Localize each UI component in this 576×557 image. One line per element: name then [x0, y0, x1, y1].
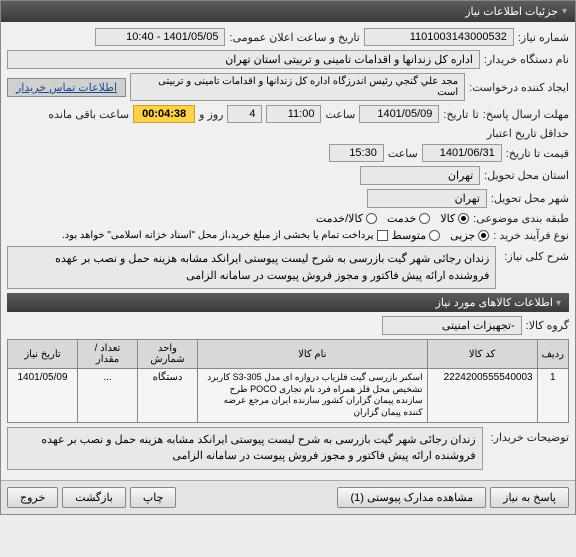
- buyer-label: نام دستگاه خریدار:: [484, 53, 569, 66]
- time-label-2: ساعت: [388, 147, 418, 160]
- cell-date: 1401/05/09: [8, 369, 78, 423]
- ta-label: تا: [472, 108, 478, 121]
- subject-radio-group: کالا خدمت کالا/خدمت: [316, 212, 469, 225]
- col-qty: تعداد / مقدار: [78, 340, 138, 369]
- time-label-1: ساعت: [325, 108, 355, 121]
- radio-goods-label: کالا: [440, 212, 455, 225]
- collapse-icon[interactable]: ▾: [562, 6, 567, 17]
- attachments-button[interactable]: مشاهده مدارک پیوستی (1): [337, 487, 486, 508]
- buyer-note-label: توضیحات خریدار:: [491, 427, 569, 444]
- creator-field: مجد علي گنجي رئيس اندرزگاه اداره کل زندا…: [130, 73, 465, 101]
- col-unit: واحد شمارش: [138, 340, 198, 369]
- radio-partial-label: جزیی: [450, 229, 475, 242]
- collapse-icon[interactable]: ▾: [556, 298, 561, 309]
- exit-button[interactable]: خروج: [7, 487, 58, 508]
- window-title: جزئیات اطلاعات نیاز: [465, 5, 558, 18]
- checkbox-icon: [377, 230, 388, 241]
- radio-dot-icon: [366, 213, 377, 224]
- radio-service-label: خدمت: [387, 212, 416, 225]
- radio-service[interactable]: خدمت: [387, 212, 430, 225]
- radio-both-label: کالا/خدمت: [316, 212, 363, 225]
- deadline-time-field: 11:00: [266, 105, 321, 123]
- radio-partial[interactable]: جزیی: [450, 229, 489, 242]
- day-label: روز و: [199, 108, 223, 121]
- need-no-field: 1101003143000532: [364, 28, 514, 46]
- dest-city-label: شهر محل تحویل:: [491, 192, 569, 205]
- process-radio-group: جزیی متوسط: [392, 229, 490, 242]
- group-field: -تجهیزات امنیتی: [382, 316, 522, 335]
- cell-unit: دستگاه: [138, 369, 198, 423]
- titlebar: ▾ جزئیات اطلاعات نیاز: [1, 1, 575, 22]
- general-desc-field: زندان رجائی شهر گیت بازرسی به شرح لیست پ…: [7, 246, 496, 289]
- valid-label-2: قیمت تا تاریخ:: [506, 147, 569, 160]
- radio-medium[interactable]: متوسط: [392, 229, 441, 242]
- dest-city-field: تهران: [367, 189, 487, 208]
- deadline-date-field: 1401/05/09: [359, 105, 439, 123]
- cell-qty: ...: [78, 369, 138, 423]
- treasury-note: پرداخت تمام یا بخشی از مبلغ خرید،از محل …: [62, 230, 374, 241]
- remain-label: ساعت باقی مانده: [48, 108, 129, 121]
- process-type-label: نوع فرآیند خرید :: [493, 229, 569, 242]
- col-code: کد کالا: [427, 340, 537, 369]
- radio-dot-icon: [458, 213, 469, 224]
- items-table: ردیف کد کالا نام کالا واحد شمارش تعداد /…: [7, 339, 569, 423]
- days-field: 4: [227, 105, 262, 123]
- respond-button[interactable]: پاسخ به نیاز: [490, 487, 569, 508]
- valid-date-field: 1401/06/31: [422, 144, 502, 162]
- radio-dot-icon: [429, 230, 440, 241]
- subject-class-label: طبقه بندی موضوعی:: [473, 212, 569, 225]
- form-content: شماره نیاز: 1101003143000532 تاریخ و ساع…: [1, 22, 575, 480]
- buyer-note-field: زندان رجائی شهر گیت بازرسی به شرح لیست پ…: [7, 427, 483, 470]
- table-row[interactable]: 1 2224200555540003 اسکنر بازرسی گیت فلزی…: [8, 369, 569, 423]
- valid-label: حداقل تاریخ اعتبار: [487, 127, 569, 140]
- dest-province-field: تهران: [360, 166, 480, 185]
- group-label: گروه کالا:: [526, 319, 569, 332]
- deadline-label: مهلت ارسال پاسخ:: [483, 108, 569, 121]
- radio-medium-label: متوسط: [392, 229, 427, 242]
- cell-code: 2224200555540003: [427, 369, 537, 423]
- buyer-field: اداره کل زندانها و اقدامات تامینی و تربی…: [7, 50, 480, 69]
- countdown-badge: 00:04:38: [133, 105, 195, 123]
- radio-both[interactable]: کالا/خدمت: [316, 212, 377, 225]
- announce-field: 1401/05/05 - 10:40: [95, 28, 225, 46]
- date-label: تاریخ:: [443, 108, 468, 121]
- cell-name: اسکنر بازرسی گیت فلزیاب دروازه ای مدل 30…: [198, 369, 428, 423]
- print-button[interactable]: چاپ: [130, 487, 177, 508]
- treasury-checkbox[interactable]: پرداخت تمام یا بخشی از مبلغ خرید،از محل …: [62, 230, 388, 241]
- contact-button[interactable]: اطلاعات تماس خریدار: [7, 78, 126, 97]
- table-header-row: ردیف کد کالا نام کالا واحد شمارش تعداد /…: [8, 340, 569, 369]
- need-no-label: شماره نیاز:: [518, 31, 569, 44]
- radio-dot-icon: [419, 213, 430, 224]
- creator-label: ایجاد کننده درخواست:: [469, 81, 569, 94]
- details-window: ▾ جزئیات اطلاعات نیاز شماره نیاز: 110100…: [0, 0, 576, 515]
- announce-label: تاریخ و ساعت اعلان عمومی:: [229, 31, 359, 44]
- cell-idx: 1: [537, 369, 568, 423]
- col-row: ردیف: [537, 340, 568, 369]
- valid-time-field: 15:30: [329, 144, 384, 162]
- items-header-title: اطلاعات کالاهای مورد نیاز: [436, 297, 553, 309]
- col-name: نام کالا: [198, 340, 428, 369]
- items-section-header: ▾ اطلاعات کالاهای مورد نیاز: [7, 293, 569, 312]
- col-date: تاریخ نیاز: [8, 340, 78, 369]
- footer-bar: پاسخ به نیاز مشاهده مدارک پیوستی (1) چاپ…: [1, 480, 575, 514]
- general-desc-label: شرح کلی نیاز:: [504, 246, 569, 263]
- radio-goods[interactable]: کالا: [440, 212, 469, 225]
- radio-dot-icon: [478, 230, 489, 241]
- dest-province-label: استان محل تحویل:: [484, 169, 569, 182]
- back-button[interactable]: بازگشت: [62, 487, 126, 508]
